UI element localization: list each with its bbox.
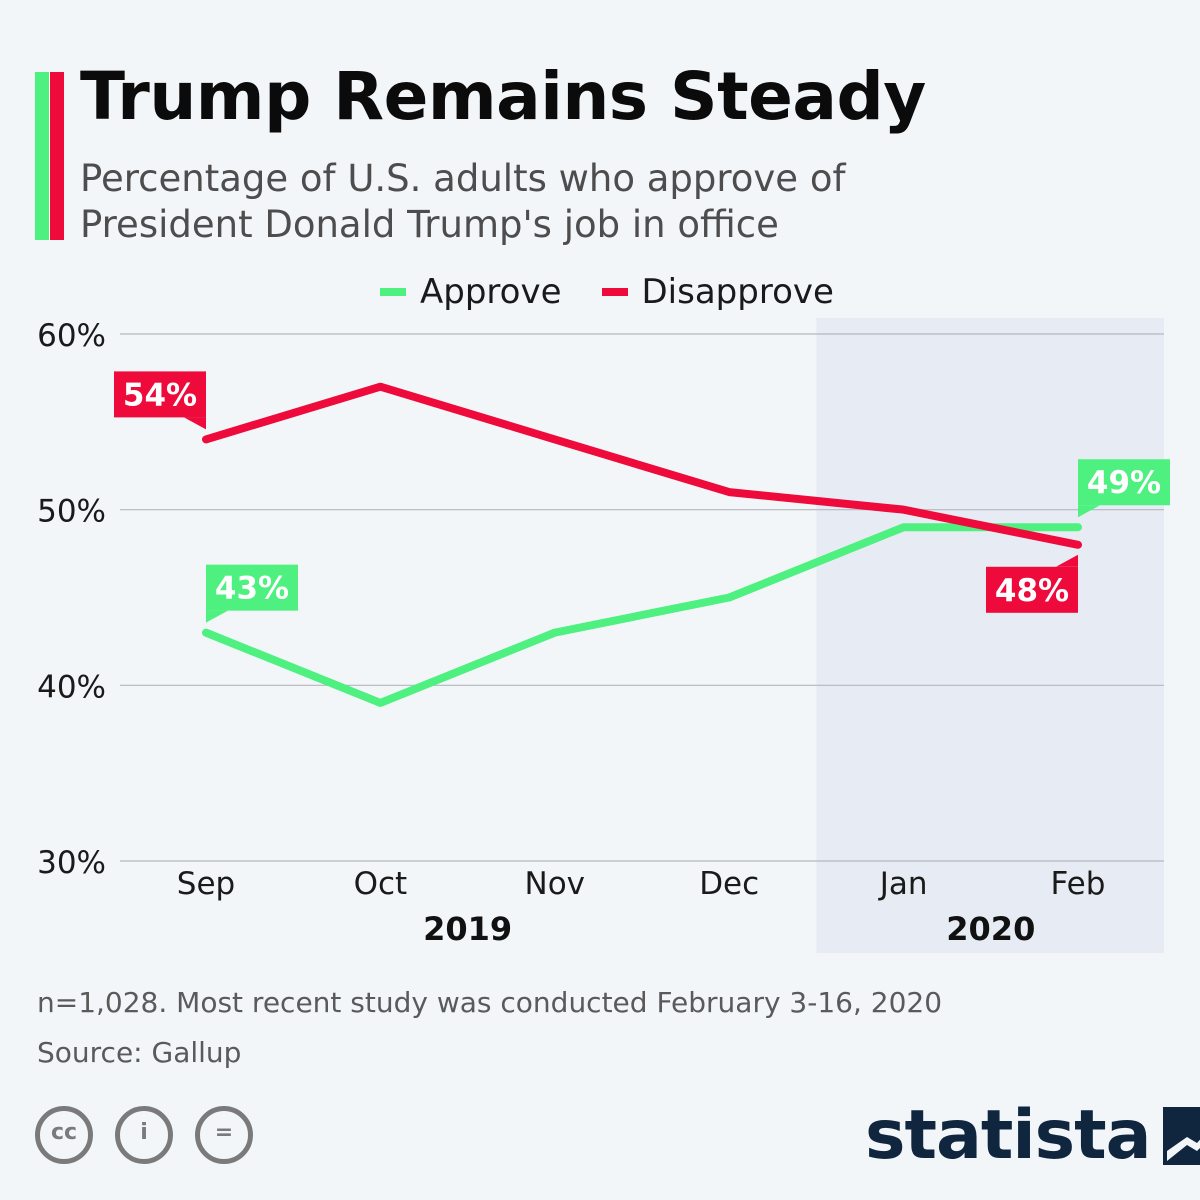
y-tick-label: 60% <box>37 318 106 354</box>
data-label-approve: 43% <box>215 571 289 607</box>
no-derivatives-icon[interactable]: = <box>195 1106 253 1164</box>
data-label-disapprove: 54% <box>123 377 197 413</box>
shaded-region-2020 <box>816 318 1164 953</box>
attribution-icon-label: i <box>140 1120 148 1145</box>
cc-icon-label: cc <box>50 1120 78 1145</box>
y-tick-label: 50% <box>37 494 106 530</box>
legend-swatch-approve <box>380 288 406 296</box>
x-tick-label: Dec <box>699 866 759 902</box>
callout-pointer-disapprove <box>1056 554 1078 567</box>
footnote: n=1,028. Most recent study was conducted… <box>37 986 943 1019</box>
x-tick-label: Nov <box>525 866 586 902</box>
x-tick-label: Jan <box>878 866 928 902</box>
creative-commons-icon[interactable]: cc <box>35 1106 93 1164</box>
series-line-approve <box>202 523 1082 707</box>
callout-box-disapprove <box>114 371 206 418</box>
callout-pointer-approve <box>206 610 228 623</box>
callout-box-approve <box>206 564 298 611</box>
series-line-disapprove <box>202 382 1082 549</box>
x-tick-label: Sep <box>177 866 235 902</box>
x-tick-label: Oct <box>354 866 408 902</box>
accent-bar-red <box>50 72 64 240</box>
line-chart: 30% 40% 50% 60% Sep Oct Nov Dec Jan Feb 2019 2020 54… <box>37 318 1170 953</box>
y-tick-label: 30% <box>37 845 106 881</box>
accent-bar-green <box>35 72 49 240</box>
year-label: 2019 <box>423 910 512 948</box>
license-icons: cc i = <box>35 1106 275 1164</box>
x-tick-label: Feb <box>1051 866 1106 902</box>
legend-label-approve: Approve <box>420 272 562 312</box>
legend-item-approve: Approve <box>380 272 562 312</box>
chart-legend: Approve Disapprove <box>380 272 874 312</box>
data-label-approve: 49% <box>1087 465 1161 501</box>
page-title: Trump Remains Steady <box>80 58 926 135</box>
statista-logo[interactable]: statista <box>865 1096 1200 1175</box>
no-derivatives-icon-label: = <box>214 1120 234 1145</box>
legend-label-disapprove: Disapprove <box>641 272 834 312</box>
brand-wordmark: statista <box>865 1096 1152 1175</box>
callout-pointer-disapprove <box>184 417 206 430</box>
data-label-disapprove: 48% <box>995 573 1069 609</box>
callout-box-disapprove <box>986 566 1078 613</box>
legend-item-disapprove: Disapprove <box>601 272 834 312</box>
statista-mark-icon <box>1162 1106 1200 1165</box>
page-subtitle: Percentage of U.S. adults who approve of… <box>80 157 846 246</box>
attribution-icon[interactable]: i <box>115 1106 173 1164</box>
legend-swatch-disapprove <box>601 288 628 296</box>
callout-box-approve <box>1078 459 1170 506</box>
source-note: Source: Gallup <box>37 1036 242 1069</box>
year-label: 2020 <box>946 910 1035 948</box>
y-tick-label: 40% <box>37 669 106 705</box>
callout-pointer-approve <box>1078 505 1100 518</box>
